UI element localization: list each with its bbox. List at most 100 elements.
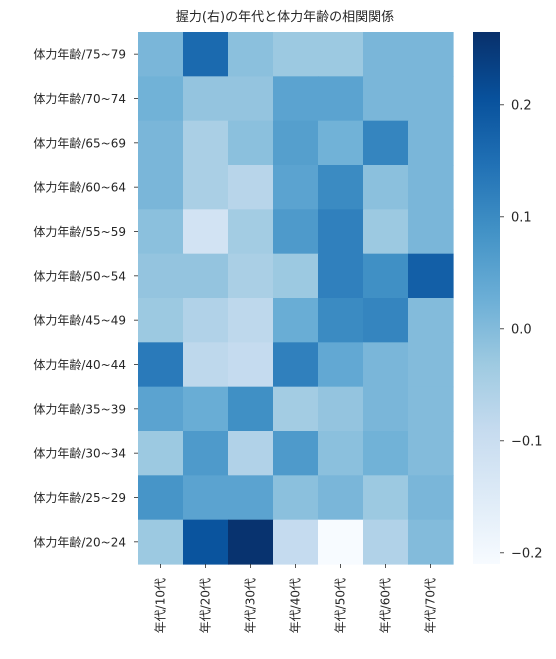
heatmap-cell [363,76,409,121]
heatmap-cell [183,387,229,432]
heatmap-cell [363,209,409,254]
row-label: 体力年齢/45~49 [33,313,126,328]
heatmap-cell [183,165,229,210]
heatmap-cells [138,32,454,565]
heatmap-cell [318,254,364,299]
heatmap-cell [408,32,454,77]
heatmap-cell [138,254,184,299]
heatmap-cell [273,165,319,210]
heatmap-cell [318,431,364,476]
column-labels: 年代/10代 年代/20代 年代/30代 年代/40代 年代/50代 年代/60代 年代/7… [154,564,438,633]
colorbar-tick-label: −0.1 [511,434,543,449]
heatmap-cell [318,209,364,254]
heatmap-cell [228,254,274,299]
colorbar-tick-label: 0.0 [511,322,532,337]
colorbar-tick-label: −0.2 [511,546,543,561]
heatmap-cell [273,76,319,121]
row-labels: 体力年齢/75~79 体力年齢/70~74 体力年齢/65~69 体力年齢/60~64… [33,47,138,550]
heatmap-cell [408,387,454,432]
column-label: 年代/20代 [199,578,213,633]
heatmap-cell [318,298,364,343]
heatmap-cell [273,387,319,432]
heatmap-cell [363,32,409,77]
heatmap-cell [273,298,319,343]
colorbar [473,32,500,564]
heatmap-cell [363,475,409,520]
heatmap-cell [228,342,274,387]
heatmap-cell [363,165,409,210]
heatmap-cell [138,209,184,254]
heatmap-cell [228,520,274,565]
heatmap-cell [183,254,229,299]
column-label: 年代/30代 [244,578,258,633]
heatmap-cell [273,121,319,166]
heatmap-cell [318,76,364,121]
heatmap-cell [228,387,274,432]
heatmap-cell [183,32,229,77]
row-label: 体力年齢/50~54 [33,268,126,283]
row-label: 体力年齢/75~79 [33,47,126,62]
heatmap-cell [408,165,454,210]
row-label: 体力年齢/65~69 [33,135,126,150]
heatmap-cell [228,121,274,166]
chart-title: 握力(右)の年代と体力年齢の相関関係 [176,10,394,25]
colorbar-tick-label: 0.1 [511,210,532,225]
column-label: 年代/40代 [289,578,303,633]
heatmap-cell [273,254,319,299]
heatmap-cell [228,475,274,520]
heatmap-cell [273,475,319,520]
heatmap-cell [138,387,184,432]
heatmap-cell [228,298,274,343]
row-label: 体力年齢/60~64 [33,180,126,195]
heatmap-cell [318,475,364,520]
row-label: 体力年齢/40~44 [33,357,126,372]
row-label: 体力年齢/25~29 [33,490,126,505]
heatmap-cell [273,209,319,254]
heatmap-cell [408,475,454,520]
heatmap-cell [138,298,184,343]
heatmap-cell [408,298,454,343]
heatmap-cell [138,431,184,476]
heatmap-cell [363,121,409,166]
heatmap-cell [183,431,229,476]
heatmap-cell [318,342,364,387]
heatmap-cell [138,520,184,565]
heatmap-cell [138,121,184,166]
colorbar-tick-label: 0.2 [511,98,532,113]
heatmap-cell [363,431,409,476]
heatmap-cell [138,76,184,121]
heatmap-cell [228,32,274,77]
heatmap-cell [363,342,409,387]
heatmap-cell [183,298,229,343]
column-label: 年代/10代 [154,578,168,633]
row-label: 体力年齢/20~24 [33,534,126,549]
heatmap-cell [228,431,274,476]
heatmap-cell [408,254,454,299]
heatmap-cell [408,520,454,565]
heatmap-cell [138,475,184,520]
heatmap-cell [183,76,229,121]
row-label: 体力年齢/35~39 [33,401,126,416]
heatmap-cell [138,165,184,210]
heatmap-cell [138,342,184,387]
heatmap-cell [228,165,274,210]
heatmap-cell [183,342,229,387]
heatmap-cell [363,254,409,299]
heatmap-cell [183,520,229,565]
heatmap-cell [363,520,409,565]
column-label: 年代/60代 [379,578,393,633]
heatmap-cell [318,32,364,77]
row-label: 体力年齢/55~59 [33,224,126,239]
heatmap-cell [408,342,454,387]
heatmap-cell [273,32,319,77]
heatmap-cell [228,76,274,121]
heatmap-cell [363,298,409,343]
heatmap-cell [408,431,454,476]
heatmap-cell [408,209,454,254]
heatmap-cell [228,209,274,254]
column-label: 年代/50代 [334,578,348,633]
heatmap-cell [183,475,229,520]
heatmap-cell [318,165,364,210]
heatmap-cell [363,387,409,432]
